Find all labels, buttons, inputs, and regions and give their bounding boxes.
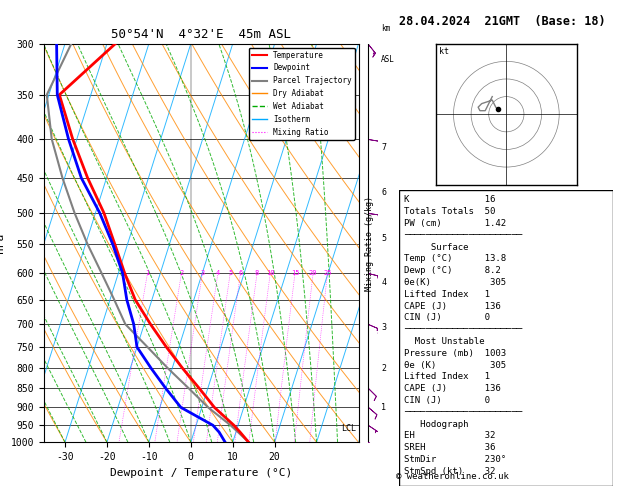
Text: km: km (381, 23, 391, 33)
Text: K              16
Totals Totals  50
PW (cm)        1.42
──────────────────────
 : K 16 Totals Totals 50 PW (cm) 1.42 ─────… (404, 195, 522, 486)
Text: 1: 1 (145, 270, 150, 276)
Legend: Temperature, Dewpoint, Parcel Trajectory, Dry Adiabat, Wet Adiabat, Isotherm, Mi: Temperature, Dewpoint, Parcel Trajectory… (248, 48, 355, 139)
Text: LCL: LCL (342, 424, 357, 433)
Text: 5: 5 (228, 270, 232, 276)
Text: 6: 6 (238, 270, 243, 276)
Text: Mixing Ratio (g/kg): Mixing Ratio (g/kg) (365, 195, 374, 291)
Text: 2: 2 (381, 364, 386, 373)
X-axis label: Dewpoint / Temperature (°C): Dewpoint / Temperature (°C) (110, 468, 292, 478)
Text: 4: 4 (216, 270, 220, 276)
Text: © weatheronline.co.uk: © weatheronline.co.uk (396, 472, 509, 481)
Text: 3: 3 (381, 323, 386, 331)
Text: 10: 10 (266, 270, 274, 276)
Text: 8: 8 (255, 270, 259, 276)
Text: 2: 2 (179, 270, 184, 276)
Text: 7: 7 (381, 142, 386, 152)
Text: 28.04.2024  21GMT  (Base: 18): 28.04.2024 21GMT (Base: 18) (399, 16, 606, 28)
Text: 25: 25 (323, 270, 331, 276)
Text: 1: 1 (381, 403, 386, 412)
Text: 5: 5 (381, 234, 386, 243)
Text: 3: 3 (201, 270, 204, 276)
Text: 4: 4 (381, 278, 386, 287)
Text: 15: 15 (291, 270, 299, 276)
Title: 50°54'N  4°32'E  45m ASL: 50°54'N 4°32'E 45m ASL (111, 28, 291, 41)
Text: ASL: ASL (381, 54, 395, 64)
Text: 20: 20 (309, 270, 318, 276)
Y-axis label: hPa: hPa (0, 233, 5, 253)
Text: kt: kt (438, 47, 448, 55)
Text: 6: 6 (381, 188, 386, 197)
